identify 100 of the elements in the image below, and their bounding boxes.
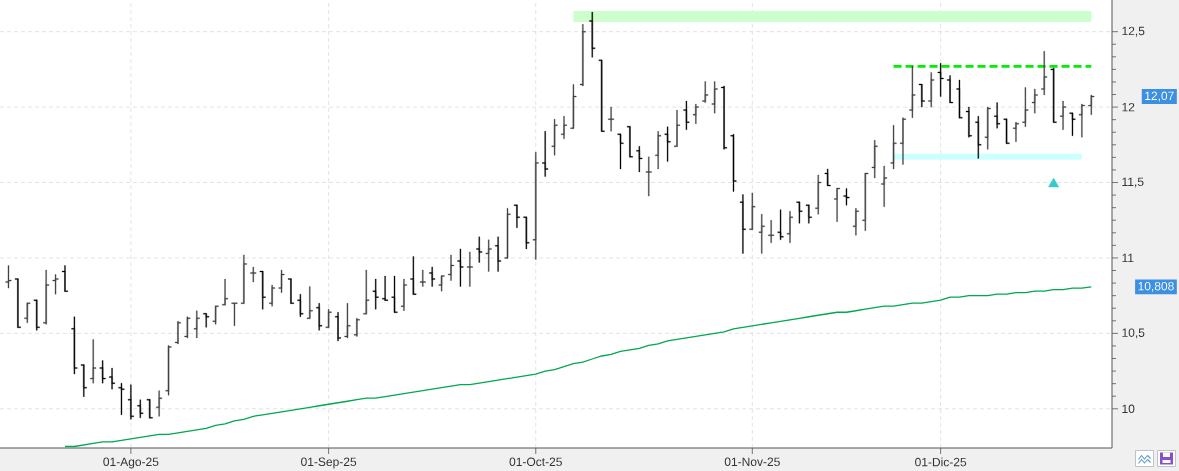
candlestick <box>212 305 219 325</box>
candlestick <box>881 165 888 207</box>
candlestick <box>1041 51 1048 96</box>
candlestick <box>843 188 850 206</box>
x-tick-label: 01-Dic-25 <box>915 457 967 467</box>
candlestick <box>871 140 878 179</box>
candlestick <box>504 208 511 259</box>
candlestick <box>523 216 530 250</box>
candlestick <box>1060 100 1067 130</box>
candlestick <box>1078 103 1085 138</box>
candlestick <box>335 312 341 342</box>
candlestick <box>655 131 662 170</box>
x-tick-label: 01-Ago-25 <box>103 457 159 469</box>
candlestick <box>80 364 87 397</box>
candlestick <box>683 100 690 130</box>
candlestick <box>429 266 436 287</box>
y-tick-label: 12,5 <box>1122 26 1145 37</box>
candlestick <box>805 204 812 224</box>
candlestick <box>5 265 12 289</box>
candlestick <box>52 274 59 295</box>
text: 10,808 <box>1138 281 1174 292</box>
candlestick <box>269 284 276 307</box>
candlestick <box>24 302 31 323</box>
candlestick <box>984 106 991 150</box>
candlestick <box>146 399 153 419</box>
candlestick <box>636 146 643 173</box>
candlestick <box>419 269 426 287</box>
candlestick <box>448 254 454 281</box>
candlestick <box>570 84 577 129</box>
candlestick <box>61 265 68 292</box>
candlestick <box>900 117 906 165</box>
candlestick <box>240 254 247 304</box>
candlestick <box>674 109 680 147</box>
candlestick <box>400 278 407 311</box>
candlestick <box>542 131 549 177</box>
candlestick <box>495 236 502 272</box>
candlestick <box>975 115 982 159</box>
candlestick <box>231 302 238 326</box>
candlestick <box>466 251 473 287</box>
candlestick <box>551 119 558 156</box>
candlestick <box>1003 118 1010 144</box>
candlestick <box>1022 87 1029 127</box>
candlestick <box>937 63 944 97</box>
candlestick <box>608 106 615 132</box>
candlestick <box>485 239 492 272</box>
candlestick <box>156 390 163 417</box>
candlestick <box>137 399 144 418</box>
candlestick <box>353 318 360 337</box>
candlestick <box>909 66 916 118</box>
candlestick <box>947 75 954 104</box>
candlestick <box>532 152 539 260</box>
candlestick <box>391 275 398 313</box>
y-tick-label: 11 <box>1122 253 1134 263</box>
y-tick-label: 11,5 <box>1122 177 1144 188</box>
candlestick <box>90 339 97 384</box>
candlestick <box>99 360 106 384</box>
y-tick-label: 12 <box>1122 102 1135 112</box>
candlestick <box>928 72 935 108</box>
candlestick <box>617 133 624 170</box>
candlestick <box>193 310 200 339</box>
candlestick <box>410 256 417 295</box>
candlestick <box>43 269 50 325</box>
candlestick <box>118 382 125 415</box>
y-tick-label: 10,5 <box>1122 328 1145 339</box>
candlestick <box>664 126 671 162</box>
x-tick-label: 01-Sep-25 <box>301 457 357 469</box>
candlestick <box>965 106 972 138</box>
candlestick <box>787 211 793 243</box>
candlestick <box>702 81 709 103</box>
candlestick <box>278 269 285 293</box>
candlestick <box>71 316 78 375</box>
candlestick <box>1031 88 1038 114</box>
candlestick <box>824 168 831 187</box>
candlestick <box>768 220 775 243</box>
candlestick <box>645 156 652 197</box>
candlestick <box>579 23 586 87</box>
candlestick <box>692 103 699 124</box>
y-tick-label: 10 <box>1122 404 1135 414</box>
candlestick <box>372 278 379 310</box>
candlestick <box>730 134 737 192</box>
candlestick <box>325 309 332 328</box>
candlestick <box>109 367 116 390</box>
candlestick <box>1050 67 1057 123</box>
candlestick <box>777 209 784 240</box>
candlestick <box>203 313 210 328</box>
candlestick <box>918 83 925 108</box>
candlestick <box>749 192 756 230</box>
candlestick <box>344 303 351 339</box>
candlestick <box>184 316 191 339</box>
candlestick <box>316 303 323 331</box>
x-tick-label: 01-Oct-25 <box>509 457 562 467</box>
candlestick <box>127 384 134 420</box>
candlestick <box>382 275 389 301</box>
candlestick <box>306 286 313 319</box>
candlestick <box>222 278 229 306</box>
candlestick <box>589 11 596 58</box>
text: 12,07 <box>1145 91 1174 102</box>
candlestick <box>174 321 181 345</box>
candlestick <box>956 79 963 119</box>
candlestick <box>457 248 464 287</box>
